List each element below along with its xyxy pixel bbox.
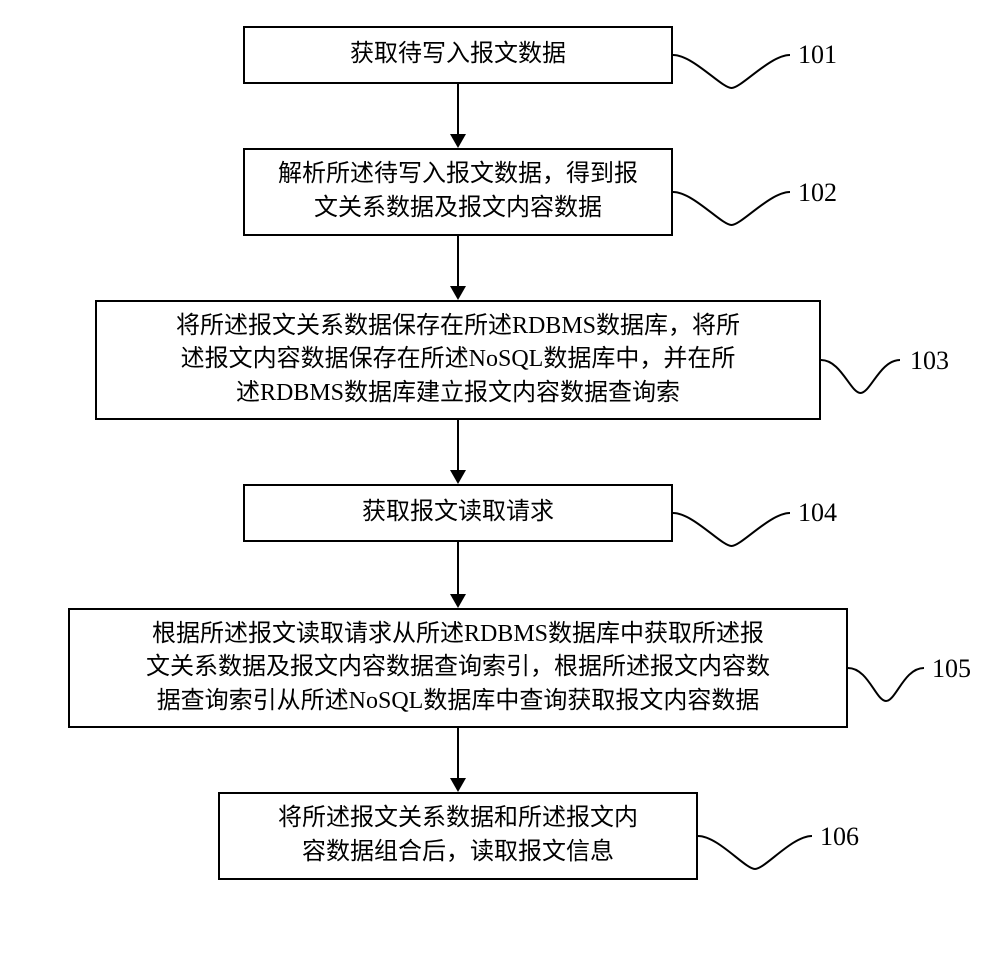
flow-arrow-5 — [438, 728, 478, 792]
leader-line-n3 — [816, 355, 905, 398]
flowchart-node-text: 将所述报文关系数据保存在所述RDBMS数据库，将所述报文内容数据保存在所述NoS… — [176, 310, 740, 411]
step-label-106: 106 — [820, 822, 859, 852]
leader-line-n5 — [843, 663, 929, 706]
step-label-105: 105 — [932, 654, 971, 684]
flow-arrow-3 — [438, 420, 478, 484]
flow-arrow-2 — [438, 236, 478, 300]
flowchart-node-n5: 根据所述报文读取请求从所述RDBMS数据库中获取所述报文关系数据及报文内容数据查… — [68, 608, 848, 728]
flowchart-node-text: 根据所述报文读取请求从所述RDBMS数据库中获取所述报文关系数据及报文内容数据查… — [146, 618, 770, 719]
flowchart-node-n6: 将所述报文关系数据和所述报文内容数据组合后，读取报文信息 — [218, 792, 698, 880]
flowchart-node-n2: 解析所述待写入报文数据，得到报文关系数据及报文内容数据 — [243, 148, 673, 236]
step-label-102: 102 — [798, 178, 837, 208]
leader-line-n2 — [668, 187, 795, 230]
step-label-101: 101 — [798, 40, 837, 70]
flowchart-node-text: 获取待写入报文数据 — [350, 38, 566, 72]
leader-line-n6 — [693, 831, 817, 874]
flowchart-node-n3: 将所述报文关系数据保存在所述RDBMS数据库，将所述报文内容数据保存在所述NoS… — [95, 300, 821, 420]
leader-line-n4 — [668, 508, 795, 551]
flowchart-node-text: 将所述报文关系数据和所述报文内容数据组合后，读取报文信息 — [278, 802, 638, 869]
leader-line-n1 — [668, 50, 795, 93]
flowchart-node-text: 解析所述待写入报文数据，得到报文关系数据及报文内容数据 — [278, 158, 638, 225]
flow-arrow-4 — [438, 542, 478, 608]
step-label-104: 104 — [798, 498, 837, 528]
step-label-103: 103 — [910, 346, 949, 376]
flowchart-node-n1: 获取待写入报文数据 — [243, 26, 673, 84]
flowchart-node-n4: 获取报文读取请求 — [243, 484, 673, 542]
flow-arrow-1 — [438, 84, 478, 148]
flowchart-node-text: 获取报文读取请求 — [362, 496, 554, 530]
